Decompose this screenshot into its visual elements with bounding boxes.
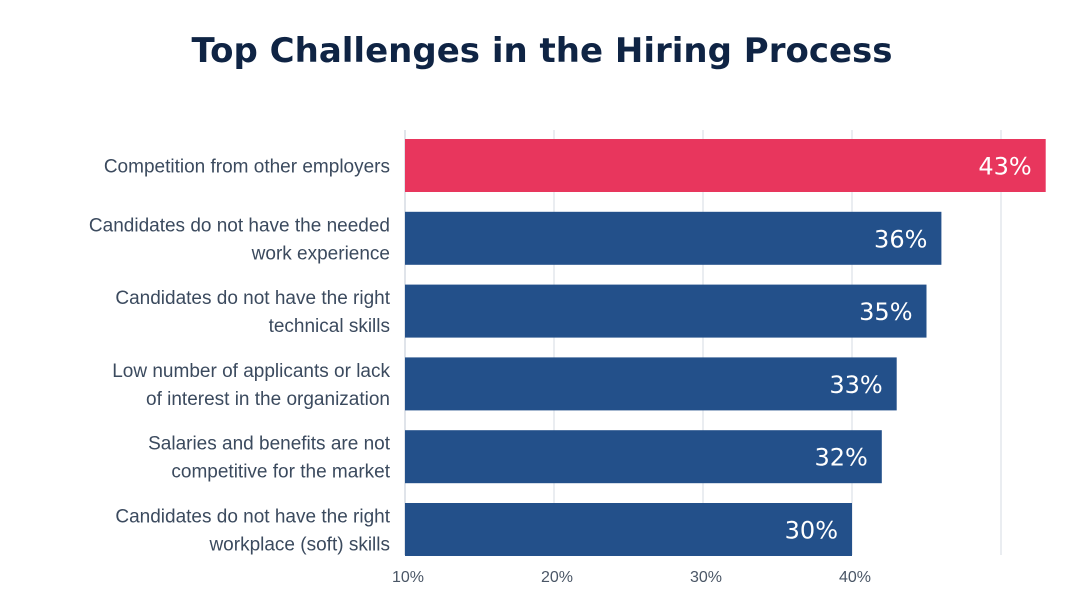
category-label-line: Candidates do not have the right bbox=[115, 507, 390, 528]
data-label-0: 43% bbox=[978, 153, 1031, 181]
category-label-line: Salaries and benefits are not bbox=[148, 434, 391, 455]
x-axis: 10% 20% 30% 40% bbox=[392, 569, 871, 586]
category-label-line: of interest in the organization bbox=[146, 389, 390, 410]
data-label-3: 33% bbox=[829, 371, 882, 399]
category-label-3: Low number of applicants or lack of inter… bbox=[112, 361, 390, 410]
category-label-line: workplace (soft) skills bbox=[208, 535, 390, 556]
gridlines bbox=[404, 130, 1002, 555]
x-tick-label-30: 30% bbox=[690, 569, 722, 586]
x-tick-label-10: 10% bbox=[392, 569, 424, 586]
x-tick-label-40: 40% bbox=[839, 569, 871, 586]
data-label-4: 32% bbox=[814, 444, 867, 472]
category-label-1: Candidates do not have the needed work ex… bbox=[89, 215, 390, 264]
data-label-2: 35% bbox=[859, 298, 912, 326]
data-label-5: 30% bbox=[785, 517, 838, 545]
data-label-1: 36% bbox=[874, 225, 927, 253]
category-labels: Competition from other employers Candidat… bbox=[89, 157, 391, 556]
category-label-line: Low number of applicants or lack bbox=[112, 361, 390, 382]
chart-title: Top Challenges in the Hiring Process bbox=[191, 31, 892, 71]
category-label-0: Competition from other employers bbox=[104, 157, 390, 178]
bar-4 bbox=[405, 430, 882, 484]
category-label-line: competitive for the market bbox=[171, 462, 390, 483]
category-label-2: Candidates do not have the right technica… bbox=[115, 288, 390, 337]
bars: 43% 36% 35% 33% 32% 30% bbox=[405, 139, 1046, 556]
bar-0 bbox=[405, 139, 1046, 192]
category-label-line: Candidates do not have the right bbox=[115, 288, 390, 309]
bar-2 bbox=[405, 284, 927, 338]
bar-1 bbox=[405, 211, 942, 265]
bar-3 bbox=[405, 357, 897, 411]
category-label-5: Candidates do not have the right workplac… bbox=[115, 507, 390, 556]
category-label-line: Competition from other employers bbox=[104, 157, 390, 178]
category-label-line: work experience bbox=[251, 243, 390, 264]
category-label-4: Salaries and benefits are not competitive… bbox=[148, 434, 391, 483]
category-label-line: technical skills bbox=[269, 316, 390, 337]
bar-5 bbox=[405, 503, 852, 556]
category-label-line: Candidates do not have the needed bbox=[89, 215, 390, 236]
x-tick-label-20: 20% bbox=[541, 569, 573, 586]
